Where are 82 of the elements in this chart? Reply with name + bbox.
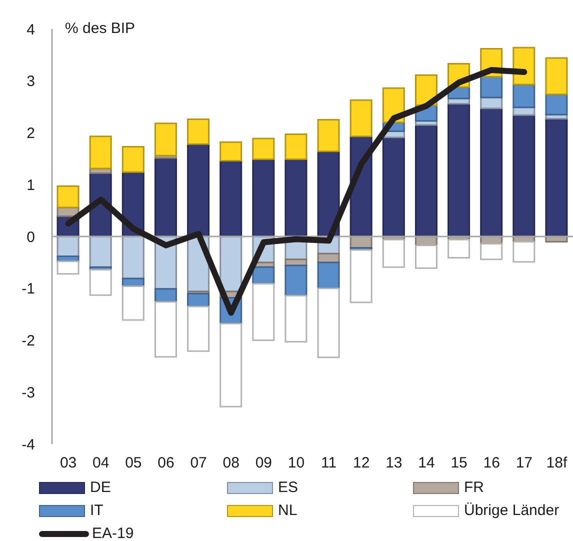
bar <box>284 134 308 160</box>
x-tick-label: 17 <box>516 454 532 472</box>
bar <box>122 146 144 173</box>
bar <box>187 306 210 352</box>
x-tick-label: 07 <box>190 454 207 472</box>
y-tick-label: 3 <box>26 73 35 90</box>
y-tick-label: 1 <box>26 176 35 194</box>
x-tick-label: 08 <box>222 454 240 472</box>
bar <box>154 288 177 303</box>
bar <box>252 138 275 160</box>
bar <box>284 294 308 343</box>
bar <box>545 94 568 116</box>
bar <box>317 119 340 152</box>
x-tick-label: 16 <box>483 454 500 472</box>
bar <box>89 236 112 268</box>
bar <box>122 236 144 280</box>
y-tick-label: 2 <box>26 125 35 142</box>
legend-label: FR <box>464 478 484 498</box>
x-tick-label: 12 <box>353 454 370 472</box>
bar <box>317 262 340 290</box>
bar <box>154 157 177 238</box>
bar <box>122 286 144 321</box>
bar <box>284 264 308 296</box>
x-tick-label: 10 <box>288 454 305 472</box>
bar <box>480 76 503 98</box>
bar <box>317 288 340 358</box>
bar <box>545 118 568 238</box>
x-tick-label: 09 <box>255 454 272 472</box>
bar <box>252 282 275 341</box>
bar <box>448 238 470 259</box>
legend-label: EA-19 <box>92 524 134 541</box>
bar <box>480 243 503 260</box>
bar <box>56 185 80 208</box>
bar <box>187 292 210 308</box>
legend-label: ES <box>278 478 298 498</box>
y-axis-title: % des BIP <box>65 19 136 39</box>
bar <box>512 114 536 238</box>
bar <box>414 244 438 269</box>
bar <box>220 141 242 162</box>
legend-label: Übrige Länder <box>464 501 560 521</box>
x-tick-label: 11 <box>320 454 337 472</box>
bar <box>350 99 372 138</box>
bar <box>512 240 536 263</box>
bar <box>220 160 242 238</box>
bar <box>56 260 80 275</box>
bar <box>187 143 210 238</box>
bar <box>480 96 503 110</box>
y-tick-label: -2 <box>22 332 35 350</box>
bar <box>154 122 177 156</box>
bar <box>382 238 405 268</box>
x-tick-label: 14 <box>418 454 435 472</box>
bar <box>350 249 372 304</box>
x-tick-label: 06 <box>158 454 174 472</box>
bar <box>284 158 308 238</box>
y-tick-label: -3 <box>22 384 35 402</box>
y-tick-label: 0 <box>26 228 35 246</box>
bar <box>480 108 503 238</box>
bar <box>220 322 242 408</box>
bar <box>545 57 568 96</box>
bar <box>414 124 438 238</box>
x-tick-label: 04 <box>92 454 110 472</box>
bar <box>448 102 470 238</box>
bar <box>512 84 536 108</box>
legend-label: DE <box>90 478 111 498</box>
bar <box>187 118 210 145</box>
bar <box>89 268 112 296</box>
y-tick-label: -1 <box>22 280 35 298</box>
legend-label: IT <box>90 501 104 521</box>
x-tick-label: 05 <box>125 454 142 472</box>
bar <box>89 136 112 170</box>
legend-label: NL <box>278 501 298 521</box>
x-tick-label: 15 <box>450 454 468 472</box>
bar <box>154 301 177 358</box>
y-tick-label: -4 <box>22 436 35 454</box>
bar <box>317 150 340 238</box>
y-tick-label: 4 <box>26 21 35 38</box>
x-tick-label: 03 <box>60 454 77 472</box>
x-tick-label: 13 <box>386 454 402 472</box>
bar <box>220 236 242 292</box>
x-tick-label: 18f <box>546 454 568 472</box>
bar <box>252 158 275 238</box>
bar <box>382 136 405 238</box>
